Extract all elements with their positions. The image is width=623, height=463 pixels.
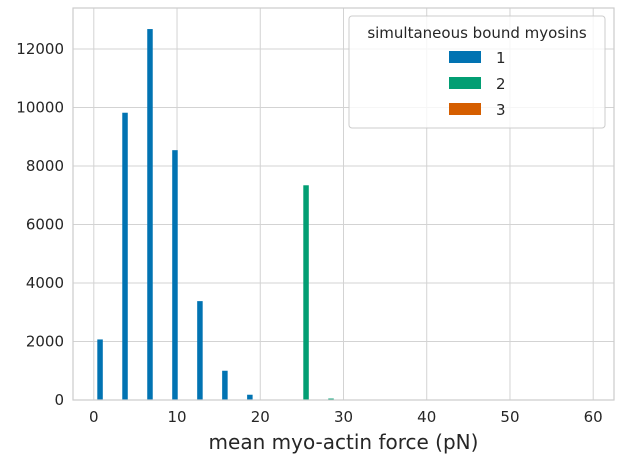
y-tick-label: 8000 <box>26 157 64 175</box>
plot-frame <box>72 7 615 401</box>
legend-box <box>348 15 606 129</box>
legend-label-1: 1 <box>496 49 506 67</box>
legend-swatch-1 <box>449 51 481 63</box>
bar-series-2 <box>303 185 309 400</box>
legend-swatch-2 <box>449 77 481 89</box>
x-tick-label: 60 <box>584 408 603 426</box>
x-tick-label: 20 <box>251 408 270 426</box>
bar-series-1 <box>222 370 228 400</box>
bars <box>97 29 334 401</box>
y-tick-label: 10000 <box>16 98 64 116</box>
bar-series-1 <box>247 394 253 400</box>
y-tick-label: 2000 <box>26 332 64 350</box>
x-axis-label: mean myo-actin force (pN) <box>209 430 479 454</box>
y-tick-label: 4000 <box>26 274 64 292</box>
y-tick-label: 0 <box>54 391 64 409</box>
legend-title: simultaneous bound myosins <box>367 24 587 42</box>
legend-label-3: 3 <box>496 101 506 119</box>
x-tick-label: 50 <box>500 408 519 426</box>
legend-swatch-3 <box>449 103 481 115</box>
bar-series-1 <box>197 301 203 400</box>
legend-label-2: 2 <box>496 75 506 93</box>
y-tick-labels: 0 2000 4000 6000 8000 10000 12000 <box>16 40 64 409</box>
bar-series-1 <box>122 112 128 400</box>
legend-entries: 1 2 3 <box>449 49 506 119</box>
x-tick-label: 10 <box>167 408 186 426</box>
bar-series-1 <box>172 150 178 400</box>
x-tick-label: 40 <box>417 408 436 426</box>
bar-series-1 <box>97 339 103 400</box>
bar-series-2 <box>328 398 334 400</box>
y-tick-label: 12000 <box>16 40 64 58</box>
bar-series-1 <box>147 29 153 401</box>
legend: simultaneous bound myosins 1 2 3 <box>348 15 606 129</box>
x-tick-label: 0 <box>89 408 99 426</box>
y-tick-label: 6000 <box>26 215 64 233</box>
x-tick-label: 30 <box>334 408 353 426</box>
x-tick-labels: 0 10 20 30 40 50 60 <box>89 408 603 426</box>
